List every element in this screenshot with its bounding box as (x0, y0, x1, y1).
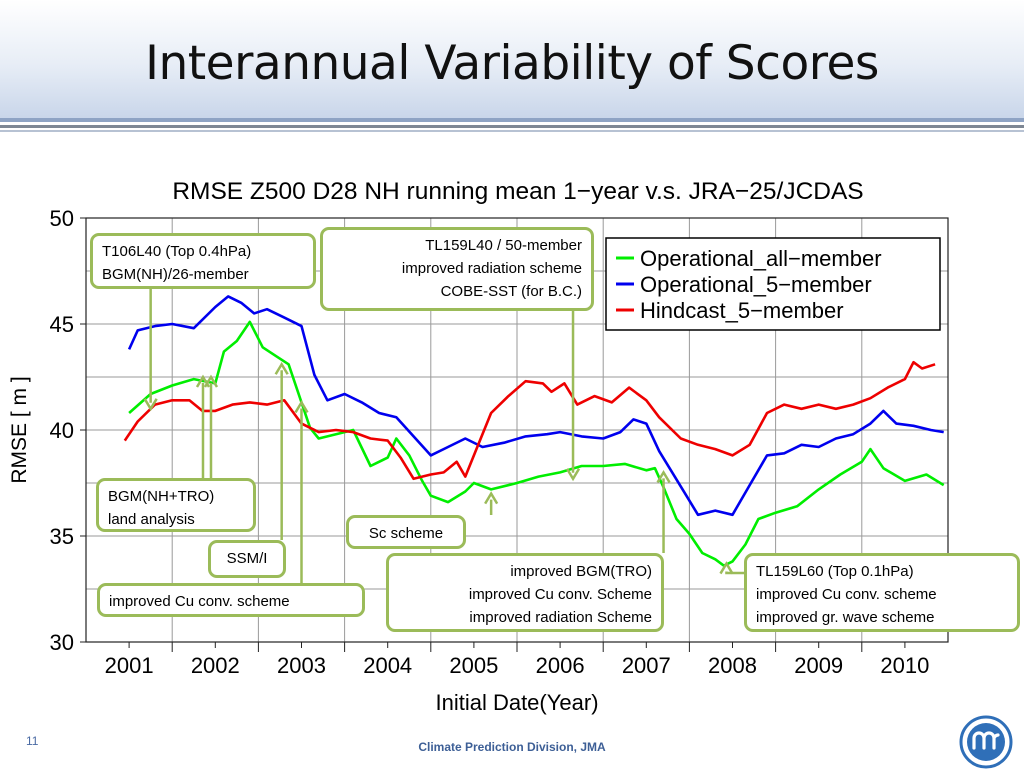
annotation-box: improved BGM(TRO) improved Cu conv. Sche… (386, 553, 664, 632)
chart-legend: Operational_all−memberOperational_5−memb… (605, 237, 941, 331)
y-axis-label: RMSE [ m ] (8, 376, 31, 483)
y-tick-label: 40 (50, 418, 74, 443)
jma-logo-icon (959, 715, 1013, 769)
annotation-arrowhead (195, 374, 211, 388)
annotation-arrowhead (656, 469, 671, 484)
annotation-arrowhead (484, 491, 499, 505)
y-tick-label: 50 (50, 206, 74, 231)
x-tick-label: 2008 (708, 653, 757, 678)
annotation-arrows (143, 289, 744, 583)
series-line (127, 295, 944, 517)
footer-text: Climate Prediction Division, JMA (418, 740, 606, 754)
legend-label: Operational_5−member (640, 272, 872, 297)
annotation-box: SSM/I (208, 540, 286, 578)
legend-box (605, 237, 941, 331)
x-tick-label: 2005 (449, 653, 498, 678)
title-rule (0, 125, 1024, 128)
annotation-box: Sc scheme (346, 515, 466, 549)
title-rule (0, 130, 1024, 132)
annotation-arrowhead (294, 400, 309, 414)
annotation-box: TL159L40 / 50-member improved radiation … (320, 227, 594, 311)
title-band (0, 0, 1024, 118)
series-line (128, 320, 945, 568)
x-tick-label: 2004 (363, 653, 412, 678)
annotation-arrowhead (274, 361, 289, 375)
slide-number: 11 (26, 734, 39, 748)
x-tick-label: 2002 (191, 653, 240, 678)
x-tick-label: 2006 (536, 653, 585, 678)
annotation-arrow (725, 571, 744, 575)
x-tick-label: 2001 (105, 653, 154, 678)
chart-text: RMSE Z500 D28 NH running mean 1−year v.s… (8, 178, 929, 715)
annotation-arrowhead (719, 561, 734, 575)
y-tick-label: 45 (50, 312, 74, 337)
y-tick-label: 35 (50, 524, 74, 549)
title-rule (0, 118, 1024, 122)
annotation-arrowhead (565, 468, 581, 482)
series-line (123, 360, 936, 481)
legend-label: Hindcast_5−member (640, 298, 844, 323)
annotation-arrowhead (143, 398, 158, 412)
slide-title: Interannual Variability of Scores (145, 36, 879, 91)
x-tick-label: 2003 (277, 653, 326, 678)
y-tick-label: 30 (50, 630, 74, 655)
chart-frame (80, 217, 949, 652)
legend-label: Operational_all−member (640, 246, 882, 271)
annotation-box: BGM(NH+TRO) land analysis (96, 478, 256, 532)
x-tick-label: 2009 (794, 653, 843, 678)
annotation-box: TL159L60 (Top 0.1hPa) improved Cu conv. … (744, 553, 1020, 632)
annotation-box: improved Cu conv. scheme (97, 583, 365, 617)
x-tick-label: 2010 (880, 653, 929, 678)
annotation-box: T106L40 (Top 0.4hPa) BGM(NH)/26-member (90, 233, 316, 289)
x-axis-label: Initial Date(Year) (435, 690, 598, 715)
x-tick-label: 2007 (622, 653, 671, 678)
chart-series (123, 295, 945, 568)
chart-title: RMSE Z500 D28 NH running mean 1−year v.s… (172, 178, 863, 205)
